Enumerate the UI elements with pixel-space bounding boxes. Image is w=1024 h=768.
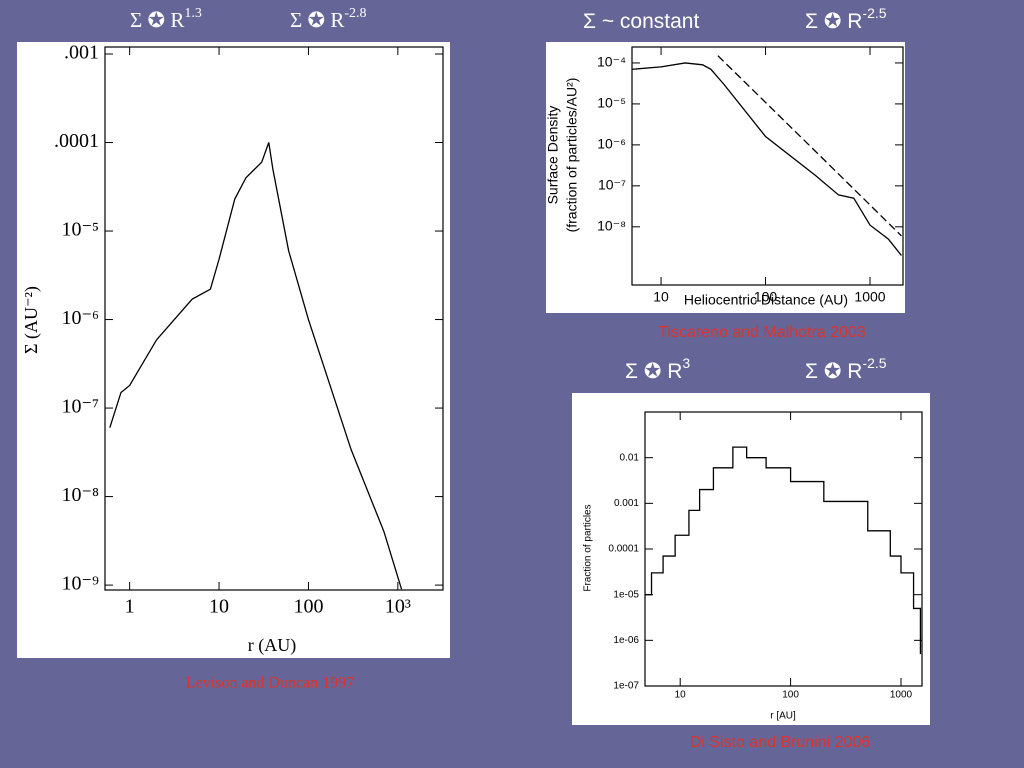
- y-tick-label: 1e-06: [613, 635, 639, 646]
- header-annotation: Σ ✪ R-2.8: [290, 6, 367, 32]
- x-axis-label: r (AU): [248, 635, 296, 656]
- header-annotation: Σ ✪ R3: [625, 355, 690, 383]
- x-tick-label: 1000: [854, 288, 885, 304]
- annotation-text: Σ ~ constant: [583, 10, 699, 33]
- x-tick-label: 1: [125, 596, 135, 618]
- annotation-sup: 1.3: [184, 6, 202, 21]
- data-line: [645, 446, 922, 655]
- chart-image: [17, 42, 450, 658]
- annotation-text: Σ ✪ R: [805, 10, 862, 33]
- y-tick-label: 1e-07: [613, 681, 639, 692]
- y-axis-label: (fraction of particles/AU²): [564, 78, 580, 233]
- annotation-text: Σ ✪ R: [290, 8, 344, 32]
- chart: 1 10 100 10³ .001 .0001 10⁻⁵ 10⁻⁶ 10⁻⁷ 10⁻⁸ 10⁻⁹ r …: [17, 6, 450, 692]
- caption: Di Sisto and Brunini 2006: [690, 734, 871, 751]
- annotation-sup: 3: [682, 355, 690, 371]
- x-axis-label: r [AU]: [770, 711, 796, 722]
- y-tick-label: 10⁻⁵: [597, 95, 626, 111]
- y-tick-label: 10⁻⁸: [61, 484, 99, 506]
- y-tick-label: 0.0001: [608, 544, 639, 555]
- x-tick-label: 10: [675, 690, 687, 701]
- y-tick-label: 10⁻⁶: [61, 307, 99, 329]
- y-tick-label: 10⁻⁵: [61, 219, 99, 241]
- annotation-sup: -2.5: [862, 5, 886, 21]
- header-annotation: Σ ✪ R-2.5: [805, 355, 887, 383]
- y-tick-label: .0001: [54, 130, 99, 152]
- chart: 10 100 1000 10⁻⁴ 10⁻⁵ 10⁻⁶ 10⁻⁷ 10⁻⁸ Heliocentri…: [545, 5, 905, 341]
- annotation-sup: -2.8: [344, 6, 366, 21]
- data-line: [717, 55, 902, 237]
- y-axis-label: Σ (AU⁻²): [21, 286, 42, 354]
- annotation-text: Σ ✪ R: [805, 360, 862, 383]
- x-axis-label: Heliocentric Distance (AU): [684, 292, 848, 308]
- data-line: [109, 142, 403, 590]
- chart-image: [572, 393, 930, 725]
- annotation-text: Σ ✪ R: [130, 8, 184, 32]
- x-tick-label: 10: [653, 288, 669, 304]
- x-tick-label: 100: [782, 690, 799, 701]
- y-tick-label: 10⁻⁷: [61, 396, 99, 418]
- plot-frame: [631, 46, 904, 286]
- x-tick-label: 100: [754, 288, 778, 304]
- x-tick-label: 10³: [385, 596, 411, 618]
- y-tick-label: 1e-05: [613, 589, 639, 600]
- header-annotation: Σ ✪ R-2.5: [805, 5, 887, 33]
- x-tick-label: 100: [293, 596, 323, 618]
- y-tick-label: 10⁻⁷: [598, 177, 626, 193]
- annotation-sup: -2.5: [862, 355, 886, 371]
- plot-frame: [104, 46, 444, 591]
- caption: Levison and Duncan 1997: [186, 675, 354, 692]
- y-axis-label: Surface Density: [545, 106, 561, 205]
- header-annotation: Σ ~ constant: [583, 10, 699, 33]
- x-tick-label: 1000: [890, 690, 913, 701]
- y-tick-label: 10⁻⁶: [597, 136, 626, 152]
- x-tick-label: 10: [209, 596, 229, 618]
- header-annotation: Σ ✪ R1.3: [130, 6, 202, 32]
- y-tick-label: 10⁻⁹: [61, 573, 99, 595]
- y-tick-label: .001: [64, 42, 99, 64]
- y-axis-label: Fraction of particles: [583, 504, 594, 591]
- caption: Tiscareno and Malhotra 2003: [658, 324, 866, 341]
- y-tick-label: 0.01: [620, 452, 640, 463]
- annotation-text: Σ ✪ R: [625, 360, 682, 383]
- data-line: [632, 62, 902, 256]
- y-tick-label: 10⁻⁴: [597, 54, 626, 70]
- y-tick-label: 10⁻⁸: [597, 218, 626, 234]
- y-tick-label: 0.001: [614, 498, 639, 509]
- chart: 10 100 1000 0.01 0.001 0.0001 1e-05 1e-06 1e-07 r…: [572, 355, 930, 751]
